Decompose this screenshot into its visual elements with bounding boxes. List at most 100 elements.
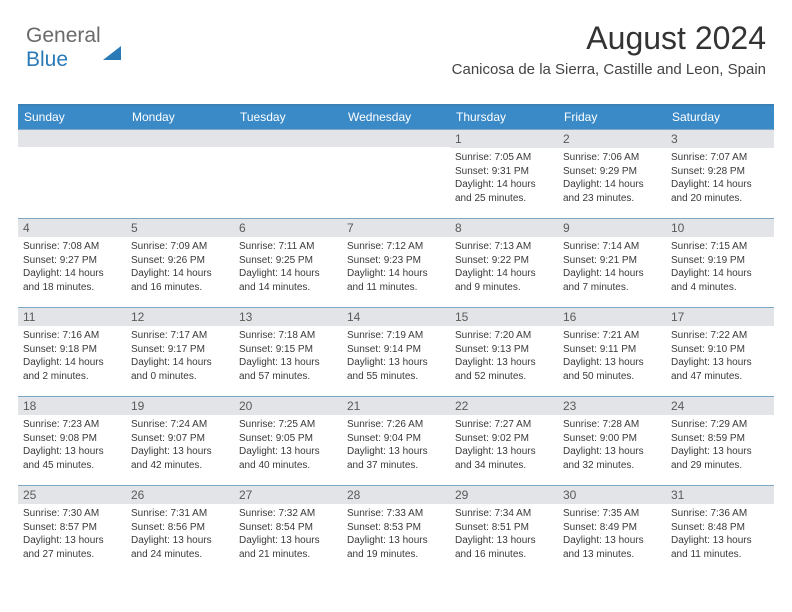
day-cell: 3Sunrise: 7:07 AMSunset: 9:28 PMDaylight… bbox=[666, 130, 774, 218]
day-details: Sunrise: 7:31 AMSunset: 8:56 PMDaylight:… bbox=[126, 504, 234, 565]
day-details: Sunrise: 7:19 AMSunset: 9:14 PMDaylight:… bbox=[342, 326, 450, 387]
day-cell: 21Sunrise: 7:26 AMSunset: 9:04 PMDayligh… bbox=[342, 397, 450, 485]
day-number: 8 bbox=[450, 219, 558, 237]
day-cell bbox=[342, 130, 450, 218]
week-row: 4Sunrise: 7:08 AMSunset: 9:27 PMDaylight… bbox=[18, 218, 774, 307]
calendar: SundayMondayTuesdayWednesdayThursdayFrid… bbox=[18, 104, 774, 574]
day-cell: 22Sunrise: 7:27 AMSunset: 9:02 PMDayligh… bbox=[450, 397, 558, 485]
day-number: 18 bbox=[18, 397, 126, 415]
day-cell bbox=[18, 130, 126, 218]
brand-logo: General Blue bbox=[26, 24, 121, 72]
day-details: Sunrise: 7:34 AMSunset: 8:51 PMDaylight:… bbox=[450, 504, 558, 565]
day-cell: 16Sunrise: 7:21 AMSunset: 9:11 PMDayligh… bbox=[558, 308, 666, 396]
day-details: Sunrise: 7:11 AMSunset: 9:25 PMDaylight:… bbox=[234, 237, 342, 298]
day-cell: 23Sunrise: 7:28 AMSunset: 9:00 PMDayligh… bbox=[558, 397, 666, 485]
day-cell: 2Sunrise: 7:06 AMSunset: 9:29 PMDaylight… bbox=[558, 130, 666, 218]
brand-triangle-icon bbox=[103, 29, 121, 60]
day-cell: 27Sunrise: 7:32 AMSunset: 8:54 PMDayligh… bbox=[234, 486, 342, 574]
day-details: Sunrise: 7:35 AMSunset: 8:49 PMDaylight:… bbox=[558, 504, 666, 565]
day-details: Sunrise: 7:07 AMSunset: 9:28 PMDaylight:… bbox=[666, 148, 774, 209]
day-number: 16 bbox=[558, 308, 666, 326]
week-row: 1Sunrise: 7:05 AMSunset: 9:31 PMDaylight… bbox=[18, 129, 774, 218]
day-details: Sunrise: 7:29 AMSunset: 8:59 PMDaylight:… bbox=[666, 415, 774, 476]
day-details: Sunrise: 7:20 AMSunset: 9:13 PMDaylight:… bbox=[450, 326, 558, 387]
day-cell bbox=[126, 130, 234, 218]
day-number: 26 bbox=[126, 486, 234, 504]
day-number: 22 bbox=[450, 397, 558, 415]
day-number: 31 bbox=[666, 486, 774, 504]
day-number-empty bbox=[342, 130, 450, 147]
day-details: Sunrise: 7:16 AMSunset: 9:18 PMDaylight:… bbox=[18, 326, 126, 387]
day-cell: 25Sunrise: 7:30 AMSunset: 8:57 PMDayligh… bbox=[18, 486, 126, 574]
title-block: August 2024 Canicosa de la Sierra, Casti… bbox=[452, 20, 766, 78]
day-details: Sunrise: 7:06 AMSunset: 9:29 PMDaylight:… bbox=[558, 148, 666, 209]
day-header-cell: Friday bbox=[558, 106, 666, 129]
day-number: 14 bbox=[342, 308, 450, 326]
day-details: Sunrise: 7:18 AMSunset: 9:15 PMDaylight:… bbox=[234, 326, 342, 387]
day-number: 20 bbox=[234, 397, 342, 415]
location: Canicosa de la Sierra, Castille and Leon… bbox=[452, 61, 766, 78]
day-number: 23 bbox=[558, 397, 666, 415]
day-header-cell: Sunday bbox=[18, 106, 126, 129]
day-number: 3 bbox=[666, 130, 774, 148]
day-number-empty bbox=[126, 130, 234, 147]
day-details: Sunrise: 7:36 AMSunset: 8:48 PMDaylight:… bbox=[666, 504, 774, 565]
brand-part1: General bbox=[26, 24, 101, 47]
day-header-row: SundayMondayTuesdayWednesdayThursdayFrid… bbox=[18, 106, 774, 129]
month-title: August 2024 bbox=[452, 20, 766, 57]
day-details: Sunrise: 7:23 AMSunset: 9:08 PMDaylight:… bbox=[18, 415, 126, 476]
day-details: Sunrise: 7:24 AMSunset: 9:07 PMDaylight:… bbox=[126, 415, 234, 476]
day-cell: 28Sunrise: 7:33 AMSunset: 8:53 PMDayligh… bbox=[342, 486, 450, 574]
day-cell: 7Sunrise: 7:12 AMSunset: 9:23 PMDaylight… bbox=[342, 219, 450, 307]
day-header-cell: Tuesday bbox=[234, 106, 342, 129]
day-number: 6 bbox=[234, 219, 342, 237]
day-details: Sunrise: 7:05 AMSunset: 9:31 PMDaylight:… bbox=[450, 148, 558, 209]
day-number: 1 bbox=[450, 130, 558, 148]
day-number: 17 bbox=[666, 308, 774, 326]
day-number: 10 bbox=[666, 219, 774, 237]
day-number: 7 bbox=[342, 219, 450, 237]
day-details: Sunrise: 7:32 AMSunset: 8:54 PMDaylight:… bbox=[234, 504, 342, 565]
day-cell: 29Sunrise: 7:34 AMSunset: 8:51 PMDayligh… bbox=[450, 486, 558, 574]
week-row: 25Sunrise: 7:30 AMSunset: 8:57 PMDayligh… bbox=[18, 485, 774, 574]
day-number: 24 bbox=[666, 397, 774, 415]
day-cell: 8Sunrise: 7:13 AMSunset: 9:22 PMDaylight… bbox=[450, 219, 558, 307]
day-details: Sunrise: 7:08 AMSunset: 9:27 PMDaylight:… bbox=[18, 237, 126, 298]
day-cell: 17Sunrise: 7:22 AMSunset: 9:10 PMDayligh… bbox=[666, 308, 774, 396]
day-details: Sunrise: 7:27 AMSunset: 9:02 PMDaylight:… bbox=[450, 415, 558, 476]
week-row: 11Sunrise: 7:16 AMSunset: 9:18 PMDayligh… bbox=[18, 307, 774, 396]
day-header-cell: Thursday bbox=[450, 106, 558, 129]
day-number: 29 bbox=[450, 486, 558, 504]
day-details: Sunrise: 7:12 AMSunset: 9:23 PMDaylight:… bbox=[342, 237, 450, 298]
day-cell: 30Sunrise: 7:35 AMSunset: 8:49 PMDayligh… bbox=[558, 486, 666, 574]
day-number-empty bbox=[234, 130, 342, 147]
day-number: 30 bbox=[558, 486, 666, 504]
day-cell: 14Sunrise: 7:19 AMSunset: 9:14 PMDayligh… bbox=[342, 308, 450, 396]
day-number: 11 bbox=[18, 308, 126, 326]
day-number: 28 bbox=[342, 486, 450, 504]
day-number: 9 bbox=[558, 219, 666, 237]
day-number-empty bbox=[18, 130, 126, 147]
day-header-cell: Saturday bbox=[666, 106, 774, 129]
day-details: Sunrise: 7:30 AMSunset: 8:57 PMDaylight:… bbox=[18, 504, 126, 565]
day-number: 2 bbox=[558, 130, 666, 148]
day-cell: 4Sunrise: 7:08 AMSunset: 9:27 PMDaylight… bbox=[18, 219, 126, 307]
day-cell: 19Sunrise: 7:24 AMSunset: 9:07 PMDayligh… bbox=[126, 397, 234, 485]
day-cell: 10Sunrise: 7:15 AMSunset: 9:19 PMDayligh… bbox=[666, 219, 774, 307]
day-header-cell: Wednesday bbox=[342, 106, 450, 129]
day-cell: 12Sunrise: 7:17 AMSunset: 9:17 PMDayligh… bbox=[126, 308, 234, 396]
day-number: 13 bbox=[234, 308, 342, 326]
day-cell bbox=[234, 130, 342, 218]
day-details: Sunrise: 7:13 AMSunset: 9:22 PMDaylight:… bbox=[450, 237, 558, 298]
day-cell: 24Sunrise: 7:29 AMSunset: 8:59 PMDayligh… bbox=[666, 397, 774, 485]
day-cell: 31Sunrise: 7:36 AMSunset: 8:48 PMDayligh… bbox=[666, 486, 774, 574]
day-details: Sunrise: 7:26 AMSunset: 9:04 PMDaylight:… bbox=[342, 415, 450, 476]
day-number: 19 bbox=[126, 397, 234, 415]
day-details: Sunrise: 7:15 AMSunset: 9:19 PMDaylight:… bbox=[666, 237, 774, 298]
day-cell: 5Sunrise: 7:09 AMSunset: 9:26 PMDaylight… bbox=[126, 219, 234, 307]
day-cell: 11Sunrise: 7:16 AMSunset: 9:18 PMDayligh… bbox=[18, 308, 126, 396]
day-number: 25 bbox=[18, 486, 126, 504]
day-details: Sunrise: 7:09 AMSunset: 9:26 PMDaylight:… bbox=[126, 237, 234, 298]
day-number: 15 bbox=[450, 308, 558, 326]
day-cell: 15Sunrise: 7:20 AMSunset: 9:13 PMDayligh… bbox=[450, 308, 558, 396]
